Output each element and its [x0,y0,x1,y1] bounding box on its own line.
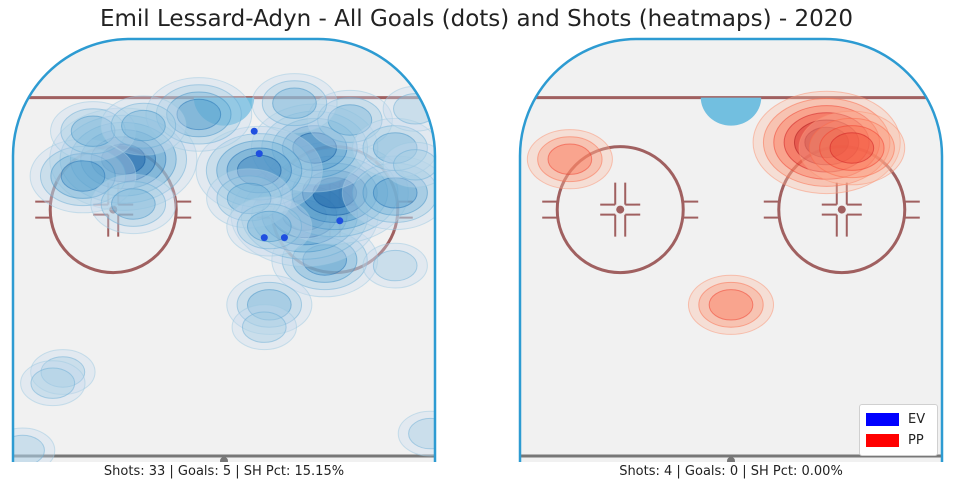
heat-contour [793,119,860,166]
rink-boards [11,37,437,462]
heat-contour [547,143,593,175]
goal-dot [250,127,258,135]
heat-contour [100,95,187,156]
rink-markings [520,90,942,462]
heat-contour [798,110,906,186]
heat-contour [392,93,435,125]
heat-contour [166,91,232,138]
heat-contour [762,97,891,187]
legend-item-ev: EV [866,409,931,430]
heat-contour [804,126,850,159]
heat-contour [302,244,348,276]
goal-dot [336,217,344,225]
legend: EV PP [859,404,938,456]
heat-contour [292,237,358,283]
heat-contour [13,434,45,462]
heatmap-layer [13,73,435,462]
heat-contour [29,138,137,214]
rink-left-panel [11,37,437,462]
heat-contour [39,145,127,207]
heat-contour [30,367,76,399]
faceoff-circle [777,145,907,275]
chart-title: Emil Lessard-Adyn - All Goals (dots) and… [99,6,854,32]
heat-contour [251,73,338,134]
heat-contour [372,132,418,164]
heat-contour [408,417,435,450]
faceoff-dot [837,205,846,214]
heat-contour [176,98,222,131]
heat-contour [302,169,368,216]
rink-ice [520,39,942,462]
heat-contour [708,289,754,321]
heat-contour [13,427,56,462]
caption-left: Shots: 33 | Goals: 5 | SH Pct: 15.15% [103,464,345,479]
heat-contour [59,114,188,204]
heat-contour [362,242,428,289]
heat-contour [145,77,253,152]
heat-contour [687,274,775,335]
heat-contour [372,249,418,282]
heat-contour [60,160,106,192]
heat-contour [50,153,116,199]
heat-contour [20,360,86,407]
heat-contour [808,117,895,179]
heat-contour [271,222,379,298]
heat-contour [341,155,435,231]
heat-contour [226,196,313,257]
goal-dot [280,234,288,242]
legend-item-pp: PP [866,430,931,451]
rink-boards [518,37,944,462]
goal-dot [255,150,263,158]
heat-contour [272,87,317,119]
faceoff-dot [616,205,625,214]
heat-contour [312,177,358,209]
heat-contour [246,210,292,243]
heat-contour [100,181,167,227]
heat-contour [231,304,297,351]
heatmap-layer [526,90,906,335]
rink-right-panel [518,37,944,462]
caption-right: Shots: 4 | Goals: 0 | SH Pct: 0.00% [619,464,843,479]
heat-contour [306,89,393,151]
heat-contour [226,147,292,194]
heat-contour [121,109,166,142]
center-dot [727,457,735,462]
heat-contour [206,168,293,229]
heat-contour [819,125,885,171]
center-dot [220,457,228,462]
legend-label-pp: PP [908,433,924,448]
heat-contour [829,132,875,164]
heat-contour [90,173,177,235]
heat-contour [155,84,242,145]
heat-contour [261,80,328,127]
goal-dot [260,234,268,242]
heat-contour [230,163,379,267]
heat-contour [698,281,764,328]
heat-contour [241,311,287,343]
faceoff-circle [555,145,685,275]
heat-contour [111,188,156,220]
goal-crease [700,97,762,126]
faceoff-circle [270,145,400,275]
heat-contour [110,102,177,149]
heat-contour [526,129,613,190]
heat-contour [382,141,435,188]
heat-contour [70,115,116,147]
heat-contour [773,105,881,180]
legend-label-ev: EV [908,412,926,427]
heat-contour [537,136,603,183]
heat-contour [327,104,373,136]
heat-contour [752,90,901,195]
heat-contour [60,108,126,155]
heat-contour [397,410,435,457]
legend-swatch-pp [866,434,899,447]
heat-contour [392,149,435,181]
legend-swatch-ev [866,413,899,426]
heat-contour [352,117,435,179]
rink-markings [13,73,435,462]
